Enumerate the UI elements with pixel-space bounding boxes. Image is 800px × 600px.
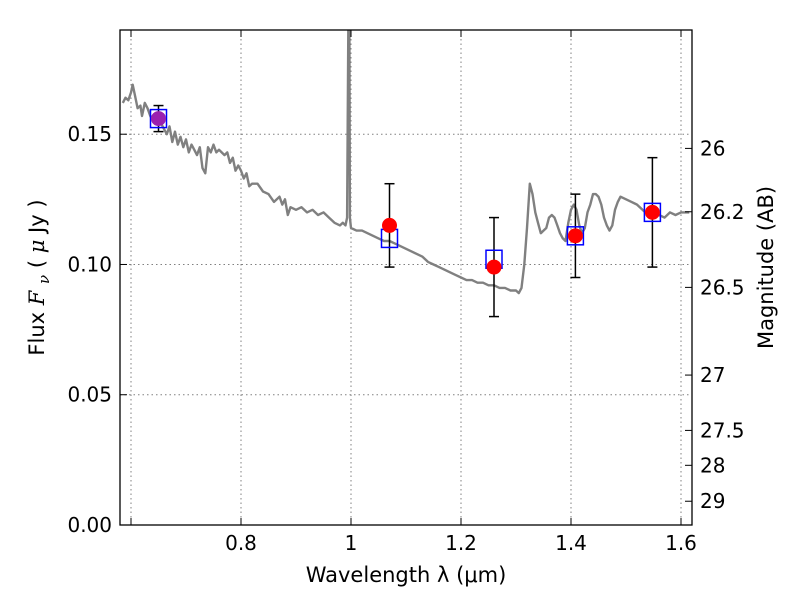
y-axis-title-subscript: ν [35,275,53,284]
x-tick-label: 0.8 [225,531,257,555]
y2-tick-label: 27.5 [700,418,745,442]
model-box [566,226,585,246]
y2-tick-label: 26.5 [700,275,745,299]
spectrum-line [121,30,690,295]
x-tick-label: 1.6 [665,531,697,555]
x-tick-label: 1.2 [445,531,477,555]
plot-frame [119,29,693,526]
x-tick-label: 1.4 [555,531,587,555]
x-tick-label: 1 [345,531,358,555]
model-box [149,108,168,129]
observed-point [567,228,583,244]
model-spectrum [121,30,690,295]
observed-point [151,111,166,127]
observed-point [382,217,397,233]
y2-tick-label: 26 [700,136,725,160]
y-axis-title-mid: ( [25,253,49,268]
y-axis-title-mu: μ [25,240,49,254]
y2-tick-label: 29 [700,489,725,513]
model-photometry-boxes [149,108,662,270]
observed-point [486,259,502,275]
secondary-y-axis-title: Magnitude (AB) [754,186,778,349]
axis-ticks [120,30,692,526]
y-tick-label: 0.00 [67,513,112,537]
y2-tick-label: 27 [700,363,725,387]
y-axis-title: Flux F ν ( μ Jy ) [25,199,54,355]
y2-tick-label: 28 [700,453,725,477]
tick-labels: 0.8 1 1.2 1.4 1.6 0.00 0.05 0.10 0.15 26 26.2 26.5 2… [67,122,744,555]
observed-point [644,204,660,220]
error-bars [153,104,658,318]
y-axis-title-prefix: Flux [25,305,49,355]
y-tick-label: 0.10 [67,252,112,276]
y-axis-title-symbol: F [25,289,49,306]
y2-tick-label: 26.2 [700,200,745,224]
grid-lines [120,30,692,525]
observed-photometry-points [151,111,660,275]
x-axis-title: Wavelength λ (μm) [306,563,507,587]
model-box [643,202,662,223]
y-tick-label: 0.15 [67,122,112,146]
y-axis-title-unit: Jy ) [25,199,49,235]
y-tick-label: 0.05 [67,383,112,407]
